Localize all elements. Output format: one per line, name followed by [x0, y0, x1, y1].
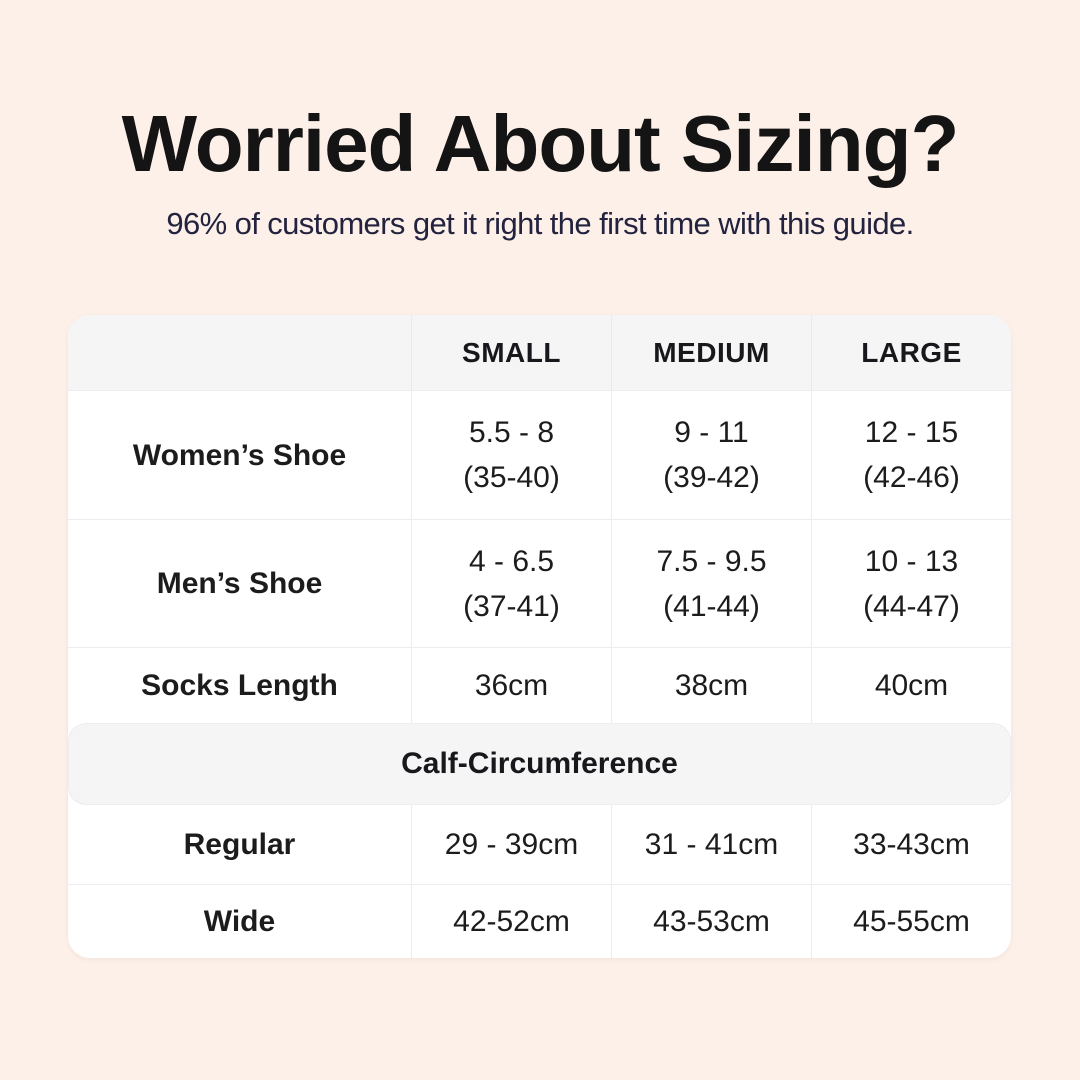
- table-cell: 38cm: [611, 648, 811, 723]
- table-cell: 36cm: [411, 648, 611, 723]
- cell-value-line: (35-40): [463, 461, 560, 494]
- table-row-wide: Wide 42-52cm 43-53cm 45-55cm: [68, 884, 1011, 958]
- cell-value-line: (39-42): [663, 461, 760, 494]
- column-header-medium: MEDIUM: [611, 315, 811, 390]
- table-header-row: SMALL MEDIUM LARGE: [68, 315, 1011, 390]
- row-label: Women’s Shoe: [132, 438, 347, 472]
- table-cell: 42-52cm: [411, 885, 611, 958]
- cell-value-line: 45-55cm: [853, 905, 970, 938]
- cell-value-line: (42-46): [863, 461, 960, 494]
- cell-value-line: (37-41): [463, 589, 560, 623]
- table-row-mens-shoe: Men’s Shoe 4 - 6.5 (37-41) 7.5 - 9.5 (41…: [68, 519, 1011, 647]
- table-row-socks-length: Socks Length 36cm 38cm 40cm: [68, 647, 1011, 723]
- table-cell: 4 - 6.5 (37-41): [411, 520, 611, 647]
- table-cell: 45-55cm: [811, 885, 1011, 958]
- size-table: SMALL MEDIUM LARGE Women’s Shoe 5.5 - 8 …: [68, 315, 1011, 958]
- column-header-large: LARGE: [811, 315, 1011, 390]
- table-cell: 9 - 11 (39-42): [611, 391, 811, 519]
- cell-value-line: 40cm: [874, 669, 949, 702]
- row-label: Regular: [183, 828, 296, 861]
- table-row-regular: Regular 29 - 39cm 31 - 41cm 33-43cm: [68, 805, 1011, 884]
- table-row-womens-shoe: Women’s Shoe 5.5 - 8 (35-40) 9 - 11 (39-…: [68, 390, 1011, 519]
- cell-value-line: 4 - 6.5: [468, 544, 555, 578]
- cell-value-line: 5.5 - 8: [468, 416, 555, 449]
- table-cell: 29 - 39cm: [411, 805, 611, 884]
- table-cell: 33-43cm: [811, 805, 1011, 884]
- cell-value-line: 7.5 - 9.5: [656, 544, 767, 578]
- cell-value-line: 12 - 15: [864, 416, 959, 449]
- table-cell: 31 - 41cm: [611, 805, 811, 884]
- row-label: Wide: [203, 905, 276, 938]
- column-header-blank: [68, 315, 411, 390]
- cell-value-line: (44-47): [863, 589, 960, 623]
- cell-value-line: 31 - 41cm: [644, 828, 779, 861]
- cell-value-line: 42-52cm: [453, 905, 570, 938]
- cell-value-line: 29 - 39cm: [444, 828, 579, 861]
- table-cell: 10 - 13 (44-47): [811, 520, 1011, 647]
- page-title: Worried About Sizing?: [121, 99, 960, 188]
- table-cell: 43-53cm: [611, 885, 811, 958]
- cell-value-line: 9 - 11: [674, 416, 749, 449]
- cell-value-line: (41-44): [663, 589, 760, 623]
- cell-value-line: 33-43cm: [853, 828, 970, 861]
- row-label: Men’s Shoe: [156, 567, 323, 600]
- column-header-small: SMALL: [411, 315, 611, 390]
- cell-value-line: 43-53cm: [653, 905, 770, 938]
- cell-value-line: 36cm: [474, 669, 549, 702]
- table-cell: 12 - 15 (42-46): [811, 391, 1011, 519]
- row-label: Socks Length: [141, 669, 338, 702]
- table-cell: 5.5 - 8 (35-40): [411, 391, 611, 519]
- page-subtitle: 96% of customers get it right the first …: [166, 206, 914, 241]
- calf-circumference-section-header: Calf-Circumference: [68, 723, 1011, 805]
- cell-value-line: 10 - 13: [864, 544, 959, 578]
- cell-value-line: 38cm: [674, 669, 749, 702]
- table-cell: 40cm: [811, 648, 1011, 723]
- table-cell: 7.5 - 9.5 (41-44): [611, 520, 811, 647]
